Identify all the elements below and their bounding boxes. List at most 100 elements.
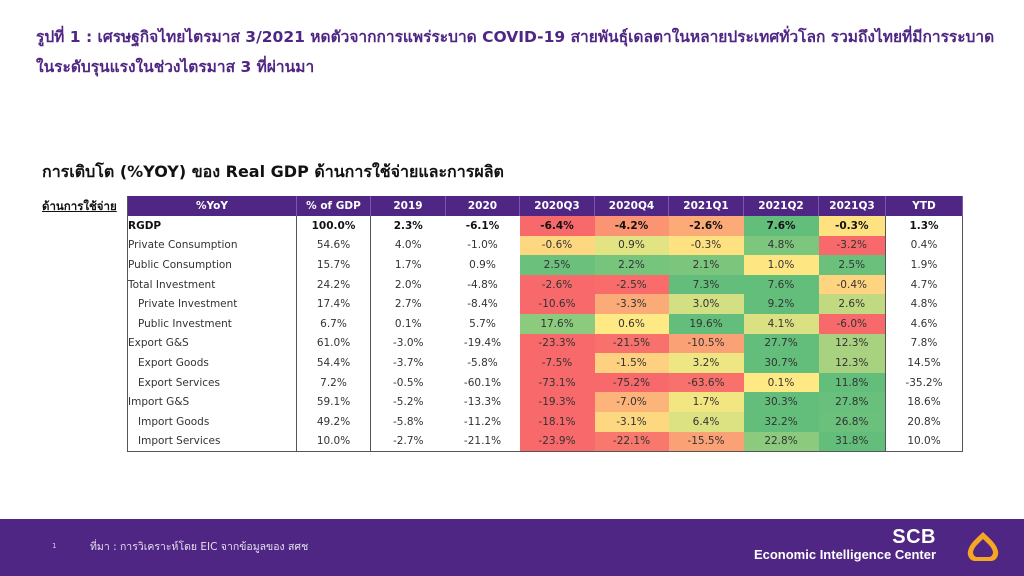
value-cell: 1.0%: [743, 255, 819, 275]
value-cell: -4.2%: [594, 216, 669, 236]
table-row: Private Consumption 54.6% 4.0% -1.0% -0.6% 0.…: [128, 235, 963, 256]
value-cell: -73.1%: [519, 372, 595, 393]
value-cell: 2.3%: [370, 216, 446, 236]
value-cell: 27.7%: [743, 333, 819, 354]
gdp-table: %YoY % of GDP 2019 2020 2020Q3 2020Q4 20…: [127, 196, 963, 453]
value-cell: 2.2%: [594, 255, 669, 275]
table-row: Export Services 7.2% -0.5% -60.1% -73.1% -75.…: [128, 372, 963, 393]
value-cell: -0.3%: [818, 216, 886, 236]
value-cell: -5.8%: [467, 356, 498, 369]
page-title: รูปที่ 1 : เศรษฐกิจไทยไตรมาส 3/2021 หดตั…: [36, 28, 995, 76]
value-cell: 54.6%: [296, 235, 371, 256]
row-label: Export G&S: [128, 337, 189, 350]
value-cell: -3.2%: [818, 235, 886, 256]
value-cell: 0.1%: [743, 372, 819, 393]
row-label: Export Services: [138, 376, 220, 389]
value-cell: -4.8%: [467, 278, 498, 291]
value-cell: 12.3%: [818, 333, 886, 354]
value-cell: 2.6%: [818, 294, 886, 314]
value-cell: 30.7%: [743, 353, 819, 373]
value-cell: 6.4%: [668, 411, 744, 432]
value-cell: -11.2%: [463, 415, 502, 428]
value-cell: 10.0%: [296, 431, 371, 453]
value-cell: -19.3%: [519, 392, 595, 412]
value-cell: 7.3%: [668, 274, 744, 295]
header-cell: 2021Q3: [818, 196, 886, 216]
value-cell: -0.3%: [668, 235, 744, 256]
value-cell: -2.6%: [668, 216, 744, 236]
value-cell: -5.8%: [370, 411, 446, 432]
value-cell: -3.7%: [370, 353, 446, 373]
value-cell: -0.6%: [519, 235, 595, 256]
value-cell: -2.5%: [594, 274, 669, 295]
value-cell: 1.7%: [668, 392, 744, 412]
value-cell: 4.6%: [885, 313, 963, 334]
header-cell: 2020Q3: [519, 196, 595, 216]
value-cell: 7.6%: [743, 216, 819, 236]
value-cell: -0.4%: [818, 274, 886, 295]
row-label: Import Goods: [138, 415, 210, 428]
table-row: Import Goods 49.2% -5.8% -11.2% -18.1% -3.1% 6…: [128, 411, 963, 432]
value-cell: -22.1%: [594, 431, 669, 453]
table-row: RGDP 100.0% 2.3% -6.1% -6.4% -4.2% -2.6% 7.6% -0…: [128, 216, 963, 236]
value-cell: -1.5%: [594, 353, 669, 373]
value-cell: 2.0%: [370, 274, 446, 295]
value-cell: 1.7%: [370, 255, 446, 275]
value-cell: -6.4%: [519, 216, 595, 236]
value-cell: 18.6%: [885, 392, 963, 412]
value-cell: -6.0%: [818, 313, 886, 334]
value-cell: 0.1%: [370, 313, 446, 334]
row-label: Total Investment: [128, 278, 216, 291]
value-cell: 12.3%: [818, 353, 886, 373]
value-cell: 0.6%: [594, 313, 669, 334]
value-cell: -21.5%: [594, 333, 669, 354]
scb-bell-icon: [967, 532, 999, 561]
value-cell: 24.2%: [296, 274, 371, 295]
source-note: ที่มา : การวิเคราะห์โดย EIC จากข้อมูลของ…: [90, 541, 309, 553]
row-label: Private Investment: [138, 298, 238, 311]
value-cell: -10.6%: [519, 294, 595, 314]
header-cell: 2021Q1: [668, 196, 744, 216]
value-cell: 61.0%: [296, 333, 371, 354]
value-cell: -10.5%: [668, 333, 744, 354]
value-cell: 5.7%: [469, 317, 496, 330]
footer-bar: [0, 519, 1024, 576]
value-cell: 15.7%: [296, 255, 371, 275]
table-header-row: %YoY % of GDP 2019 2020 2020Q3 2020Q4 20…: [127, 196, 963, 216]
value-cell: -35.2%: [885, 372, 963, 393]
value-cell: 17.6%: [519, 313, 595, 334]
value-cell: 54.4%: [296, 353, 371, 373]
header-cell: 2020: [445, 196, 520, 216]
header-cell: %YoY: [127, 196, 297, 216]
value-cell: -21.1%: [445, 431, 520, 453]
value-cell: -75.2%: [594, 372, 669, 393]
value-cell: -60.1%: [463, 376, 502, 389]
table-row: Public Investment 6.7% 0.1% 5.7% 17.6% 0.6% 19…: [128, 313, 963, 334]
row-label: Public Investment: [138, 317, 232, 330]
value-cell: -23.3%: [519, 333, 595, 354]
value-cell: -8.4%: [467, 298, 498, 311]
row-label: Import G&S: [128, 396, 190, 409]
value-cell: 0.9%: [469, 258, 496, 271]
value-cell: 17.4%: [296, 294, 371, 314]
value-cell: -3.3%: [594, 294, 669, 314]
value-cell: -3.0%: [370, 333, 446, 354]
value-cell: 7.6%: [743, 274, 819, 295]
value-cell: 2.7%: [370, 294, 446, 314]
table-row: Private Investment 17.4% 2.7% -8.4% -10.6% -3…: [128, 294, 963, 314]
value-cell: 3.2%: [668, 353, 744, 373]
value-cell: 19.6%: [668, 313, 744, 334]
value-cell: 1.3%: [885, 216, 963, 236]
value-cell: 26.8%: [818, 411, 886, 432]
value-cell: -2.6%: [519, 274, 595, 295]
value-cell: 0.9%: [594, 235, 669, 256]
value-cell: 14.5%: [885, 353, 963, 373]
table-row: Total Investment 24.2% 2.0% -4.8% -2.6% -2.5%…: [128, 274, 963, 295]
value-cell: 2.1%: [668, 255, 744, 275]
value-cell: 59.1%: [296, 392, 371, 412]
table-row: Export Goods 54.4% -3.7% -5.8% -7.5% -1.5% 3.2…: [128, 353, 963, 373]
header-cell: 2020Q4: [594, 196, 669, 216]
value-cell: 22.8%: [743, 431, 819, 453]
row-label: Export Goods: [138, 356, 209, 369]
value-cell: 4.8%: [885, 294, 963, 314]
